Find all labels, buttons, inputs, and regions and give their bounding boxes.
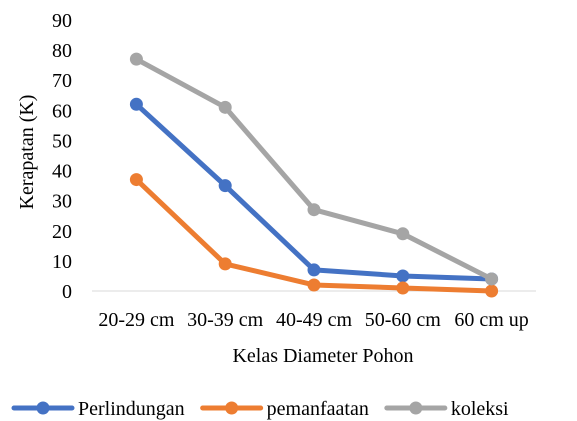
data-point-pemanfaatan [129, 173, 143, 187]
y-tick-label: 70 [52, 70, 72, 92]
data-point-perlindungan [307, 263, 321, 277]
y-tick-label: 10 [52, 251, 72, 273]
data-point-perlindungan [129, 97, 143, 111]
legend-item-koleksi: koleksi [384, 398, 509, 420]
x-tick-label: 20-29 cm [98, 309, 175, 331]
x-tick-label: 30-39 cm [187, 309, 264, 331]
legend-label: Perlindungan [78, 398, 185, 420]
x-axis-ticks: 20-29 cm 30-39 cm 40-49 cm 50-60 cm 60 cm up [98, 309, 528, 331]
data-point-perlindungan [396, 269, 410, 283]
x-tick-label: 40-49 cm [276, 309, 353, 331]
data-point-pemanfaatan [307, 278, 321, 292]
legend: Perlindungan pemanfaatan koleksi [11, 398, 509, 420]
y-tick-label: 0 [62, 281, 72, 303]
legend-label: pemanfaatan [267, 398, 369, 420]
series-lines [129, 52, 499, 298]
data-point-koleksi [485, 272, 499, 286]
x-tick-label: 60 cm up [454, 309, 528, 331]
data-point-koleksi [396, 227, 410, 241]
x-axis-title: Kelas Diameter Pohon [232, 345, 413, 367]
data-point-koleksi [307, 203, 321, 217]
legend-item-perlindungan: Perlindungan [11, 398, 185, 420]
y-tick-label: 50 [52, 130, 72, 152]
legend-swatch-marker [225, 401, 239, 415]
y-tick-label: 40 [52, 161, 72, 183]
legend-swatch-marker [409, 401, 423, 415]
data-point-pemanfaatan [485, 284, 499, 298]
series-line-koleksi [133, 56, 495, 282]
y-tick-label: 20 [52, 221, 72, 243]
y-tick-label: 30 [52, 191, 72, 213]
y-tick-label: 60 [52, 100, 72, 122]
data-point-koleksi [218, 100, 232, 114]
y-axis-ticks: 0 10 20 30 40 50 60 70 80 90 [52, 10, 72, 303]
y-tick-label: 90 [52, 10, 72, 32]
data-point-pemanfaatan [218, 257, 232, 271]
legend-item-pemanfaatan: pemanfaatan [200, 398, 369, 420]
legend-label: koleksi [451, 398, 509, 420]
y-tick-label: 80 [52, 40, 72, 62]
data-point-koleksi [129, 52, 143, 66]
x-tick-label: 50-60 cm [365, 309, 442, 331]
y-axis-title: Kerapatan (K) [16, 95, 38, 210]
data-point-perlindungan [218, 179, 232, 193]
data-point-pemanfaatan [396, 281, 410, 295]
legend-swatch-marker [36, 401, 50, 415]
